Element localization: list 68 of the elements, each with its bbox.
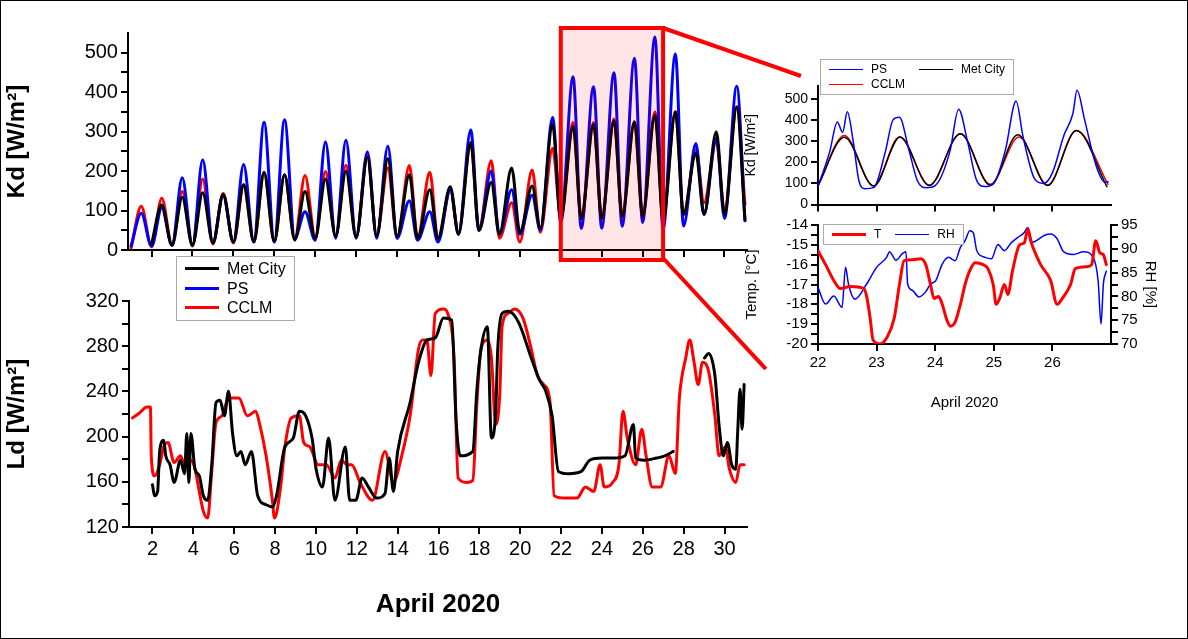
x-tick-label: 28 xyxy=(672,536,695,559)
y-axis-title: Ld [W/m²] xyxy=(2,358,30,470)
y2-tick-label: 95 xyxy=(1121,215,1138,233)
x-tick-label: 26 xyxy=(631,536,654,559)
y-tick-label: -19 xyxy=(786,314,808,332)
x-tick-label: 14 xyxy=(386,536,409,559)
y-tick-label: 100 xyxy=(784,174,809,191)
x-tick-label: 6 xyxy=(228,536,240,559)
legend-label: RH xyxy=(937,227,955,242)
y-tick-label: -18 xyxy=(786,294,808,312)
legend-label: Met City xyxy=(961,62,1006,77)
x-tick-label: 12 xyxy=(345,536,368,559)
y-tick-label: -15 xyxy=(786,234,808,252)
y2-tick-label: 90 xyxy=(1121,238,1138,256)
x-tick-label: 10 xyxy=(304,536,328,559)
x-tick-label: 20 xyxy=(509,536,532,559)
x-axis-title: April 2020 xyxy=(930,393,999,411)
y-axis-title: Temp. [°C] xyxy=(742,249,760,320)
y-tick-label: 0 xyxy=(800,195,809,212)
x-tick-label: 25 xyxy=(985,353,1003,371)
x-tick-label: 2 xyxy=(146,536,159,559)
legend-label: PS xyxy=(227,279,249,298)
y-tick-label: 400 xyxy=(784,110,809,127)
x-tick-label: 24 xyxy=(590,536,614,559)
y-tick-label: 100 xyxy=(84,198,118,221)
legend-label: Met City xyxy=(227,260,286,278)
y-tick-label: 200 xyxy=(784,153,809,170)
legend-label: CCLM xyxy=(227,299,273,317)
x-tick-label: 16 xyxy=(427,536,450,559)
y-tick-label: 500 xyxy=(784,89,809,106)
legend-label: CCLM xyxy=(871,77,906,92)
y-axis-title: Kd [W/m²] xyxy=(742,114,759,177)
x-tick-label: 24 xyxy=(926,353,944,371)
x-tick-label: 23 xyxy=(868,353,885,371)
y-tick-label: 300 xyxy=(784,131,809,148)
x-tick-label: 8 xyxy=(269,536,281,559)
y-tick-label: 400 xyxy=(84,79,118,102)
legend-label: T xyxy=(874,227,882,242)
x-tick-label: 22 xyxy=(549,536,573,559)
y-tick-label: -17 xyxy=(786,274,808,292)
y2-tick-label: 75 xyxy=(1121,310,1138,328)
y-tick-label: 240 xyxy=(85,378,119,401)
y-tick-label: 200 xyxy=(85,424,119,447)
y2-tick-label: 80 xyxy=(1121,286,1138,304)
y-tick-label: 0 xyxy=(106,237,118,260)
x-axis-title: April 2020 xyxy=(375,587,501,618)
y-tick-label: -14 xyxy=(786,215,808,233)
y-tick-label: 120 xyxy=(85,514,119,537)
y-tick-label: 300 xyxy=(84,119,118,142)
legend-label: PS xyxy=(871,62,888,77)
x-tick-label: 4 xyxy=(187,536,199,559)
x-tick-label: 18 xyxy=(468,536,491,559)
y-tick-label: -16 xyxy=(786,254,808,272)
x-tick-label: 30 xyxy=(713,536,736,559)
y-tick-label: 160 xyxy=(85,469,119,492)
y-tick-label: -20 xyxy=(786,334,808,352)
y-tick-label: 320 xyxy=(85,288,119,311)
y-axis-title: Kd [W/m²] xyxy=(2,84,30,199)
y2-axis-title: RH [%] xyxy=(1142,260,1160,309)
y-tick-label: 500 xyxy=(84,40,118,63)
line-series xyxy=(818,227,1108,344)
y-tick-label: 280 xyxy=(85,333,119,356)
y2-tick-label: 70 xyxy=(1121,334,1138,352)
y2-tick-label: 85 xyxy=(1121,262,1138,280)
x-tick-label: 22 xyxy=(809,353,827,371)
x-tick-label: 26 xyxy=(1044,353,1061,371)
line-series xyxy=(818,226,1108,325)
y-tick-label: 200 xyxy=(84,158,118,181)
